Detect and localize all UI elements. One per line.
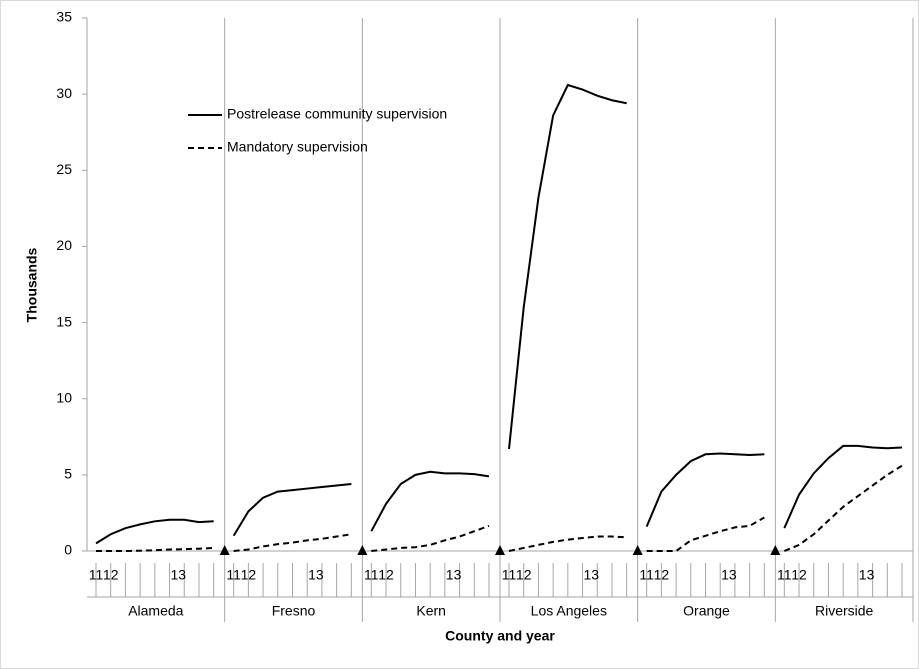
x-tick-label: 12 xyxy=(378,567,394,583)
y-axis-label: Thousands xyxy=(24,247,40,322)
series-line xyxy=(95,518,214,545)
x-tick-label: 11 xyxy=(502,567,517,583)
legend-label: Mandatory supervision xyxy=(227,139,368,155)
x-tick-label: 12 xyxy=(654,567,670,583)
panel-label: Orange xyxy=(683,603,730,619)
x-tick-label: 12 xyxy=(241,567,257,583)
panel-marker xyxy=(632,545,643,555)
x-tick-label: 12 xyxy=(516,567,532,583)
panel-marker xyxy=(219,545,230,555)
x-tick-label: 11 xyxy=(777,567,792,583)
x-tick-label: 12 xyxy=(791,567,807,583)
x-tick-label: 11 xyxy=(364,567,379,583)
x-tick-label: 13 xyxy=(583,567,599,583)
series-line xyxy=(370,470,490,532)
y-tick-label: 0 xyxy=(64,542,72,558)
x-tick-label: 13 xyxy=(308,567,324,583)
panel-marker xyxy=(770,545,781,555)
panel-label: Kern xyxy=(416,603,446,619)
x-tick-label: 11 xyxy=(639,567,654,583)
y-tick-label: 20 xyxy=(56,237,72,253)
series-line xyxy=(783,464,903,552)
panel-marker xyxy=(357,545,368,555)
y-tick-label: 30 xyxy=(56,85,72,101)
series-line xyxy=(645,452,765,528)
x-tick-label: 13 xyxy=(170,567,186,583)
x-tick-label: 11 xyxy=(89,567,104,583)
series-line xyxy=(508,535,627,552)
series-line xyxy=(508,83,627,450)
panel-label: Alameda xyxy=(128,603,183,619)
series-line xyxy=(646,516,765,552)
series-line xyxy=(371,524,490,552)
panel-label: Fresno xyxy=(272,603,316,619)
legend-label: Postrelease community supervision xyxy=(227,106,447,122)
series-line xyxy=(783,444,903,529)
series-line xyxy=(232,482,352,537)
panel-label: Los Angeles xyxy=(531,603,607,619)
y-tick-label: 5 xyxy=(64,466,72,482)
x-tick-label: 13 xyxy=(446,567,462,583)
y-tick-label: 15 xyxy=(56,313,72,329)
x-axis-label: County and year xyxy=(445,628,555,644)
y-tick-label: 35 xyxy=(56,9,72,25)
y-tick-label: 25 xyxy=(56,161,72,177)
x-tick-label: 12 xyxy=(103,567,119,583)
x-tick-label: 13 xyxy=(721,567,737,583)
y-tick-label: 10 xyxy=(56,389,72,405)
x-tick-label: 11 xyxy=(226,567,241,583)
panel-marker xyxy=(495,545,505,555)
panel-label: Riverside xyxy=(815,603,874,619)
x-tick-label: 13 xyxy=(859,567,875,583)
